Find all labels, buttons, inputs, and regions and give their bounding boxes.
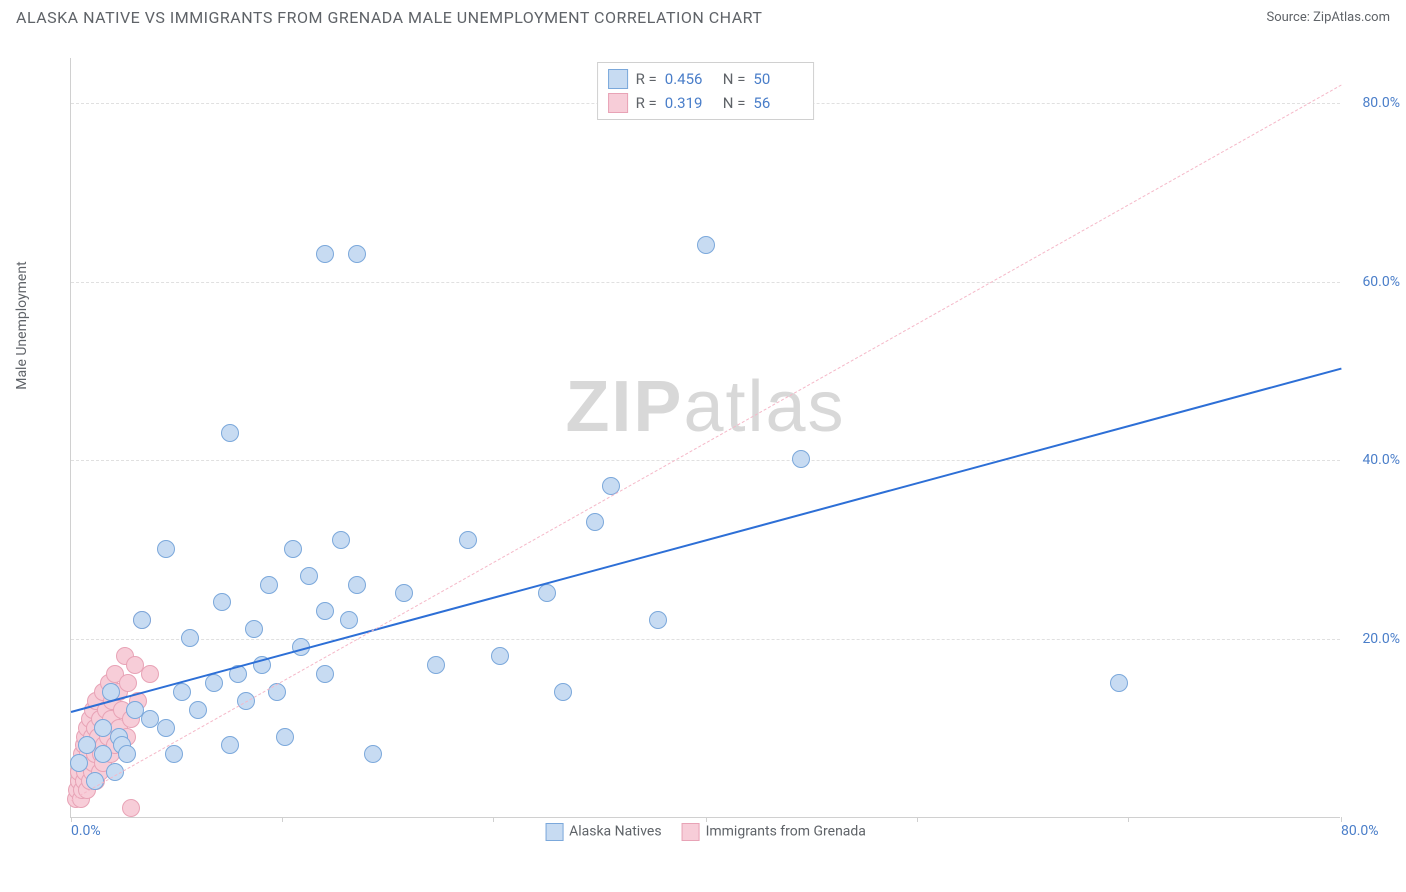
- data-point: [70, 754, 88, 772]
- data-point: [348, 245, 366, 263]
- chart-title: ALASKA NATIVE VS IMMIGRANTS FROM GRENADA…: [16, 8, 762, 27]
- chart-source: Source: ZipAtlas.com: [1266, 10, 1390, 25]
- data-point: [157, 540, 175, 558]
- data-point: [364, 745, 382, 763]
- legend-row: R = 0.456 N = 50: [608, 67, 804, 91]
- x-tick-mark: [71, 817, 72, 822]
- legend-correlation: R = 0.456 N = 50 R = 0.319 N = 56: [597, 62, 815, 120]
- legend-swatch: [608, 93, 628, 113]
- x-tick-mark: [706, 817, 707, 822]
- legend-series: Alaska Natives Immigrants from Grenada: [545, 823, 866, 841]
- x-tick-mark: [493, 817, 494, 822]
- data-point: [792, 450, 810, 468]
- data-point: [165, 745, 183, 763]
- legend-row: R = 0.319 N = 56: [608, 91, 804, 115]
- gridline-h: [71, 639, 1340, 640]
- data-point: [205, 674, 223, 692]
- gridline-h: [71, 460, 1340, 461]
- plot-area: ZIPatlas R = 0.456 N = 50 R = 0.319 N = …: [70, 58, 1340, 818]
- legend-item: Alaska Natives: [545, 823, 662, 841]
- data-point: [260, 576, 278, 594]
- x-tick-mark: [282, 817, 283, 822]
- x-tick-label: 0.0%: [71, 823, 101, 839]
- data-point: [586, 513, 604, 531]
- data-point: [189, 701, 207, 719]
- legend-swatch: [545, 823, 563, 841]
- y-tick-label: 20.0%: [1345, 631, 1400, 647]
- data-point: [221, 736, 239, 754]
- data-point: [554, 683, 572, 701]
- data-point: [245, 620, 263, 638]
- legend-item: Immigrants from Grenada: [682, 823, 866, 841]
- data-point: [141, 665, 159, 683]
- data-point: [316, 245, 334, 263]
- data-point: [340, 611, 358, 629]
- chart-header: ALASKA NATIVE VS IMMIGRANTS FROM GRENADA…: [0, 0, 1406, 31]
- data-point: [316, 602, 334, 620]
- data-point: [122, 799, 140, 817]
- data-point: [94, 745, 112, 763]
- data-point: [276, 728, 294, 746]
- data-point: [119, 674, 137, 692]
- data-point: [173, 683, 191, 701]
- data-point: [213, 593, 231, 611]
- data-point: [427, 656, 445, 674]
- data-point: [538, 584, 556, 602]
- data-point: [348, 576, 366, 594]
- chart-container: Male Unemployment ZIPatlas R = 0.456 N =…: [50, 46, 1390, 846]
- x-tick-mark: [1341, 817, 1342, 822]
- watermark: ZIPatlas: [565, 366, 845, 448]
- data-point: [118, 745, 136, 763]
- x-tick-label: 80.0%: [1341, 823, 1348, 839]
- data-point: [395, 584, 413, 602]
- x-tick-mark: [917, 817, 918, 822]
- gridline-h: [71, 282, 1340, 283]
- data-point: [491, 647, 509, 665]
- trend-line: [71, 85, 1341, 801]
- y-tick-label: 40.0%: [1345, 452, 1400, 468]
- data-point: [157, 719, 175, 737]
- y-tick-label: 80.0%: [1345, 95, 1400, 111]
- legend-swatch: [682, 823, 700, 841]
- data-point: [133, 611, 151, 629]
- data-point: [181, 629, 199, 647]
- data-point: [284, 540, 302, 558]
- data-point: [459, 531, 477, 549]
- y-tick-label: 60.0%: [1345, 274, 1400, 290]
- data-point: [300, 567, 318, 585]
- data-point: [697, 236, 715, 254]
- legend-swatch: [608, 69, 628, 89]
- y-axis-label: Male Unemployment: [14, 261, 30, 389]
- data-point: [221, 424, 239, 442]
- data-point: [1110, 674, 1128, 692]
- data-point: [268, 683, 286, 701]
- data-point: [332, 531, 350, 549]
- x-tick-mark: [1128, 817, 1129, 822]
- data-point: [649, 611, 667, 629]
- data-point: [316, 665, 334, 683]
